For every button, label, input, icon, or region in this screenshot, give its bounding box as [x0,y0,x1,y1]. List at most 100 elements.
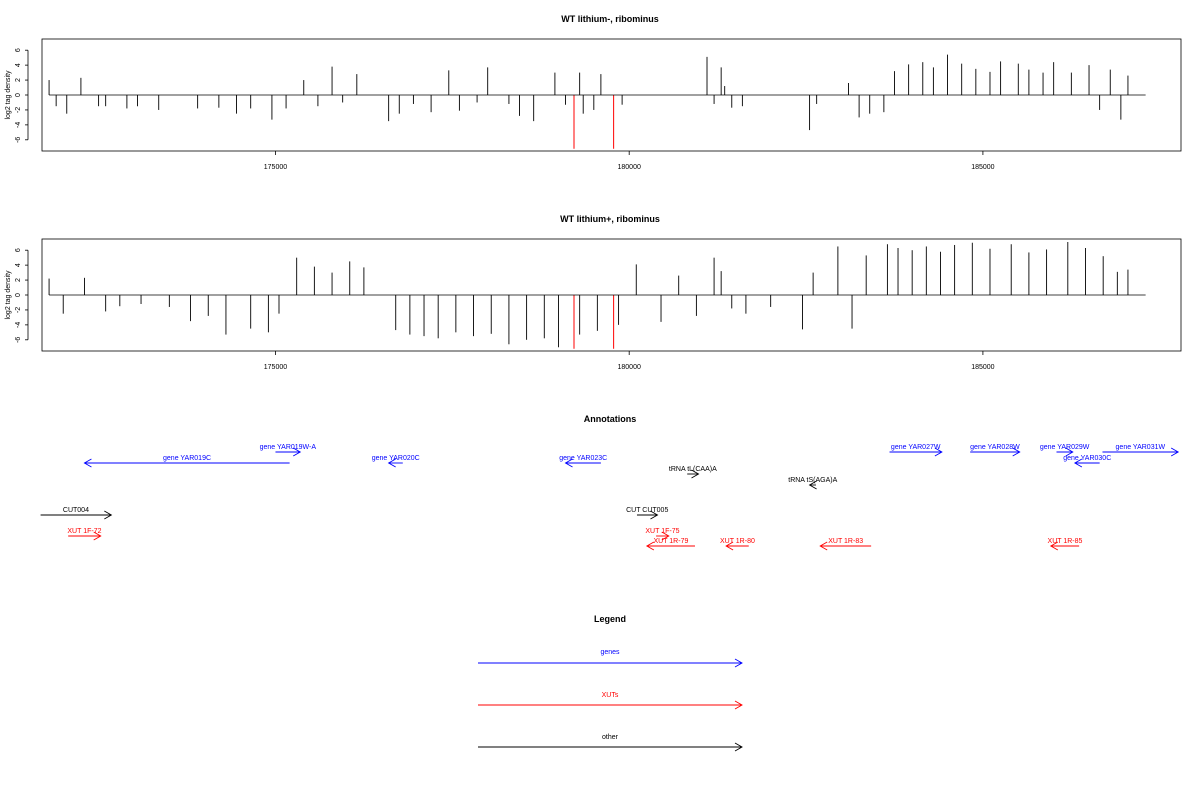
red-marker-lines [573,95,615,149]
y-tick-label: -4 [15,122,22,128]
legend-label-genes: genes [600,649,620,656]
density-panel-lithium-plus: WT lithium+, ribominus -6 -4 -2 0 2 4 6 175000… [5,214,1182,371]
legend-item-genes: genes [478,649,743,668]
arrowhead-icon [650,510,659,520]
feature: gene YAR030C [1063,455,1111,468]
feature: XUT 1F-75 [645,528,680,541]
arrowhead-icon [934,447,943,457]
arrowhead-icon [1012,447,1021,457]
feature-label: gene YAR030C [1063,455,1111,462]
arrowhead-icon [564,458,573,468]
arrowhead-icon [734,742,743,752]
feature: CUT CUT005 [626,507,668,520]
feature-label: gene YAR028W [970,444,1020,451]
legend-item-other: other [478,734,743,752]
x-tick-label: 185000 [971,164,994,171]
feature-list: gene YAR019C gene YAR019W-A gene YAR020C ge… [40,444,1180,551]
arrowhead-icon [93,531,102,541]
arrowhead-icon [104,510,113,520]
x-axis: 175000 180000 185000 [264,351,995,371]
arrowhead-icon [387,458,396,468]
y-tick-label: 6 [15,248,22,252]
x-tick-label: 180000 [618,164,641,171]
feature-label: tRNA tS(AGA)A [788,477,837,484]
x-tick-label: 180000 [618,364,641,371]
y-axis: -6 -4 -2 0 2 4 6 [15,248,29,343]
arrowhead-icon [1049,541,1059,551]
legend-label-xuts: XUTs [602,692,619,699]
feature: CUT004 [40,507,113,520]
feature: gene YAR020C [372,455,420,468]
legend: Legend genes XUTs other [478,614,743,752]
feature: XUT 1R-83 [819,538,872,551]
arrowhead-icon [808,480,817,490]
feature-label: XUT 1F-75 [645,528,679,535]
arrowhead-icon [645,541,655,551]
feature: gene YAR031W [1102,444,1180,457]
feature-label: gene YAR020C [372,455,420,462]
feature-label: XUT 1R-80 [720,538,755,545]
x-tick-label: 175000 [264,364,287,371]
arrowhead-icon [1170,447,1180,457]
x-tick-label: 185000 [971,364,994,371]
arrowhead-icon [1073,458,1083,468]
density-bars [48,241,1129,348]
arrowhead-icon [725,541,734,551]
annotations-title: Annotations [584,414,637,424]
y-axis-label: log2 tag density [5,70,12,120]
x-axis: 175000 180000 185000 [264,151,995,171]
y-tick-label: 2 [15,78,22,82]
y-tick-label: -6 [15,337,22,343]
plot-frame [41,38,1182,152]
feature: gene YAR027W [889,444,943,457]
arrowhead-icon [734,658,743,668]
y-tick-label: 2 [15,278,22,282]
y-tick-label: 4 [15,263,22,267]
feature: XUT 1R-85 [1048,538,1083,551]
y-tick-label: -4 [15,322,22,328]
y-tick-label: 6 [15,48,22,52]
feature-label: gene YAR023C [559,455,607,462]
feature-label: XUT 1R-79 [653,538,688,545]
feature-label: tRNA tL(CAA)A [669,466,717,473]
feature-label: XUT 1R-83 [828,538,863,545]
feature-label: gene YAR027W [891,444,941,451]
legend-title: Legend [594,614,626,624]
feature: gene YAR023C [559,455,607,468]
arrowhead-icon [819,541,828,551]
arrowhead-icon [1065,447,1074,457]
feature-label: gene YAR019C [163,455,211,462]
y-tick-label: -6 [15,137,22,143]
y-tick-label: 0 [15,293,22,297]
density-bars [48,54,1129,131]
x-tick-label: 175000 [264,164,287,171]
panel-title: WT lithium+, ribominus [560,214,660,224]
arrowhead-icon [292,447,302,457]
feature-label: gene YAR019W-A [260,444,317,451]
y-axis: -6 -4 -2 0 2 4 6 [15,48,29,143]
feature-label: CUT CUT005 [626,507,668,514]
feature: XUT 1F-72 [67,528,102,541]
feature: tRNA tL(CAA)A [669,466,717,479]
legend-label-other: other [602,734,619,741]
y-tick-label: -2 [15,307,22,313]
red-marker-lines [573,295,615,349]
arrowhead-icon [83,458,92,468]
feature: gene YAR019W-A [260,444,317,457]
panel-title: WT lithium-, ribominus [561,14,659,24]
feature-label: gene YAR031W [1116,444,1166,451]
feature: tRNA tS(AGA)A [788,477,838,490]
density-panel-lithium-minus: WT lithium-, ribominus -6 -4 -2 0 2 4 6 175000… [5,14,1182,171]
y-tick-label: 4 [15,63,22,67]
feature: gene YAR028W [970,444,1021,457]
feature: gene YAR029W [1040,444,1090,457]
arrowhead-icon [661,531,670,541]
arrowhead-icon [691,469,700,479]
feature-label: XUT 1R-85 [1048,538,1083,545]
feature: gene YAR019C [83,455,290,468]
arrowhead-icon [734,700,743,710]
feature-label: CUT004 [63,507,89,514]
plot-frame [41,238,1182,352]
